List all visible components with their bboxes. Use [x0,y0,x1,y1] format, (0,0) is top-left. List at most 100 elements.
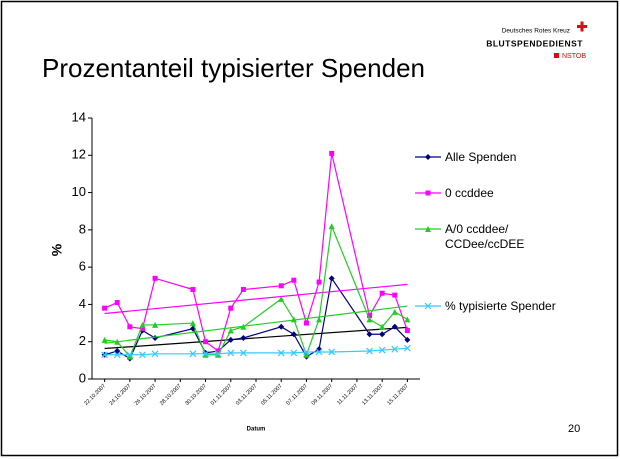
marker [203,339,209,345]
marker [126,353,133,360]
marker [278,295,285,302]
x-tick-label: 01.11.2007 [210,383,233,406]
legend-label: % typisierte Spender [445,298,556,313]
y-tick-label: 8 [79,221,86,236]
marker [328,275,335,282]
marker [139,326,145,332]
x-tick-label: 26.10.2007 [134,383,158,407]
marker [101,351,109,359]
marker [404,328,410,334]
marker [215,351,222,358]
marker [391,308,398,315]
logo-text: Deutsches Rotes Kreuz [502,28,570,35]
marker [329,150,335,156]
marker [316,279,322,285]
marker [102,305,108,311]
marker [366,331,373,338]
legend-label: 0 ccddee [445,185,494,200]
marker [126,351,134,359]
marker [152,334,159,341]
x-tick-label: 24.10.2007 [109,383,133,407]
marker [425,226,431,232]
x-tick-label: 22.10.2007 [83,383,107,407]
marker [152,275,158,281]
marker [278,323,285,330]
logo-text: BLUTSPENDEDIENST [486,38,583,48]
legend-label: A/0 ccddee/ CCDee/ccDEE [445,221,525,251]
x-tick-label: 13.11.2007 [361,383,384,406]
marker [190,287,196,293]
marker [214,350,222,358]
marker [366,316,373,323]
marker [278,283,284,289]
marker [215,348,221,354]
x-axis-title: Datum [247,427,266,433]
marker [290,316,297,323]
marker [404,316,411,323]
marker [227,349,235,357]
series-line [104,223,408,358]
x-tick-label: 15.11.2007 [386,383,409,406]
page-number: 20 [568,423,580,435]
marker [392,292,398,298]
marker [378,346,386,354]
y-tick-label: 2 [79,333,86,348]
y-tick-label: 14 [72,109,86,124]
marker [202,351,209,358]
marker [303,351,310,358]
marker [379,323,386,330]
marker [303,320,309,326]
marker [139,351,146,359]
logo-cross [580,21,584,32]
x-tick-label: 05.11.2007 [260,383,283,406]
marker [367,313,373,319]
marker [202,350,209,358]
marker [290,349,298,357]
marker [227,327,234,334]
marker [240,323,247,330]
marker [114,300,120,306]
x-tick-label: 28.10.2007 [159,383,183,407]
series-line [104,347,408,356]
marker [403,344,411,352]
marker [291,277,297,283]
marker [127,324,133,330]
logo-square [554,53,559,58]
y-tick-label: 0 [79,370,86,385]
y-tick-label: 4 [79,296,86,311]
marker [404,336,411,343]
trend-line [104,305,408,344]
marker [391,323,398,330]
x-tick-label: 30.10.2007 [184,383,208,407]
marker [101,336,108,343]
marker [379,290,385,296]
y-tick-label: 10 [72,184,86,199]
marker [189,320,196,327]
marker [425,154,431,160]
x-tick-label: 11.11.2007 [336,383,359,406]
marker [424,302,432,310]
series-line [104,153,408,353]
y-axis-title: % [49,243,65,256]
marker [228,305,234,311]
series-line [104,276,408,360]
marker [239,349,247,357]
marker [277,349,285,357]
marker [151,350,159,358]
logo-text: NSTOB [562,53,586,60]
marker [227,336,234,343]
legend-label: Alle Spenden [445,149,517,164]
marker [315,348,323,356]
marker [240,287,246,293]
marker [139,321,146,328]
marker [366,347,373,355]
marker [152,321,159,328]
marker [328,223,335,230]
y-tick-label: 6 [79,259,86,274]
x-tick-label: 07.11.2007 [285,383,308,406]
x-tick-label: 03.11.2007 [235,383,258,406]
y-tick-label: 12 [72,147,86,162]
